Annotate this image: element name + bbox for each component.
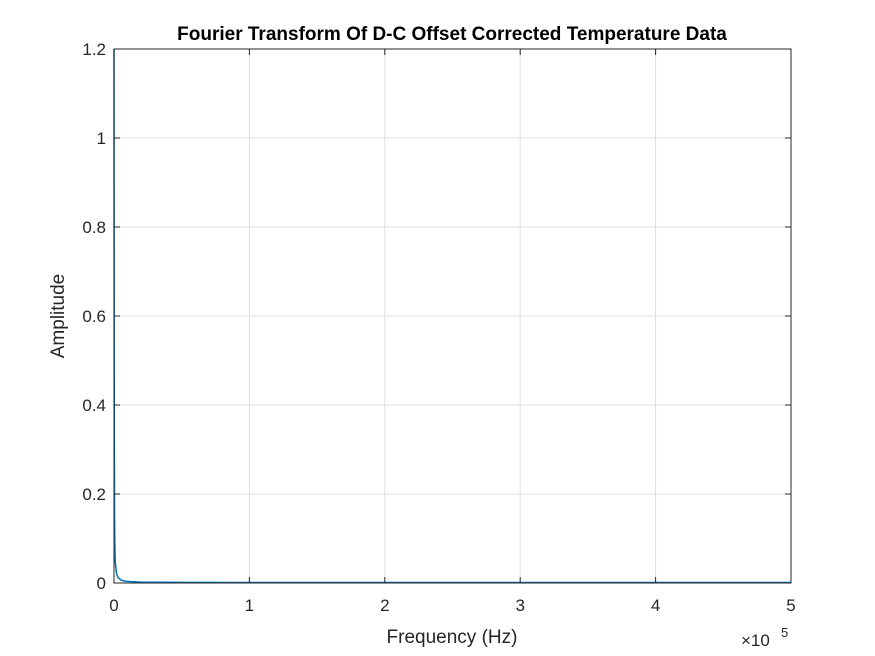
x-tick-label: 1: [245, 596, 254, 615]
x-axis-exponent-base: ×10: [741, 631, 770, 650]
x-tick-label: 0: [109, 596, 118, 615]
x-tick-label: 4: [651, 596, 660, 615]
chart-title: Fourier Transform Of D-C Offset Correcte…: [177, 24, 727, 45]
y-tick-label: 1.2: [82, 40, 106, 59]
x-tick-labels: 0 1 2 3 4 5: [109, 596, 795, 615]
y-tick-label: 0.6: [82, 307, 106, 326]
y-tick-label: 0.4: [82, 396, 106, 415]
x-axis-exponent-power: 5: [781, 625, 788, 640]
y-tick-labels: 0 0.2 0.4 0.6 0.8 1 1.2: [82, 40, 106, 593]
y-tick-label: 0: [97, 574, 106, 593]
x-tick-label: 3: [515, 596, 524, 615]
y-tick-label: 0.8: [82, 218, 106, 237]
x-axis-label: Frequency (Hz): [387, 627, 518, 648]
x-tick-label: 5: [786, 596, 795, 615]
y-tick-label: 1: [97, 129, 106, 148]
tick-marks: [113, 48, 792, 584]
y-axis-label: Amplitude: [48, 274, 69, 359]
y-tick-label: 0.2: [82, 485, 106, 504]
x-tick-label: 2: [380, 596, 389, 615]
grid-lines: [113, 48, 792, 584]
